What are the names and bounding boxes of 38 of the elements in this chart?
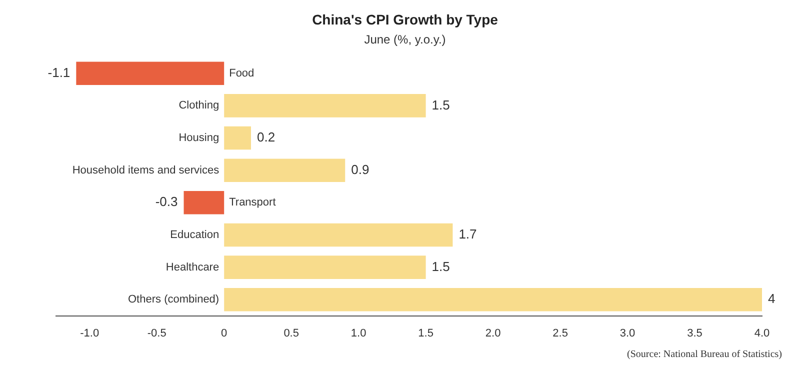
x-tick-label: -0.5 [147,327,166,340]
data-label: 0.2 [256,130,276,145]
chart-subtitle: June (%, y.o.y.) [364,32,446,46]
chart-title: China's CPI Growth by Type [312,11,498,28]
x-tick-label: -1.0 [80,327,100,340]
data-label: -0.3 [155,194,178,210]
data-label: 0.9 [351,162,370,177]
y-tick-label: Education [170,229,220,242]
y-tick-label: Household items and services [72,164,220,176]
y-tick-label: Transport [229,196,276,209]
bar [224,158,346,182]
x-tick-label: 3.0 [620,327,636,340]
x-tick-label: 4.0 [754,327,770,340]
y-tick-label: Clothing [178,100,220,112]
bar [224,288,762,312]
data-label: 1.5 [432,97,450,112]
x-tick-label: 2.5 [552,327,568,340]
data-label: 4 [768,291,776,306]
bar [224,223,453,247]
x-tick-label: 1.0 [350,327,366,340]
data-label: 1.5 [432,258,450,274]
y-tick-label: Food [229,67,254,80]
y-tick-label: Housing [178,132,220,144]
bar [76,62,224,85]
y-tick-label: Others (combined) [128,294,220,306]
text: (Source: National Bureau of Statistics) [626,349,783,360]
x-tick-label: 0 [221,327,228,340]
data-label: -1.1 [48,64,70,80]
bar [184,191,224,214]
bar [224,256,426,279]
y-tick-label: Healthcare [166,261,220,274]
bar [224,94,426,118]
x-tick-label: 0.5 [284,327,299,340]
x-tick-label: 1.5 [418,327,434,340]
x-tick-label: 2.0 [485,327,501,340]
x-tick-label: 3.5 [687,327,702,340]
bar [224,126,251,150]
data-label: 1.7 [458,226,477,242]
